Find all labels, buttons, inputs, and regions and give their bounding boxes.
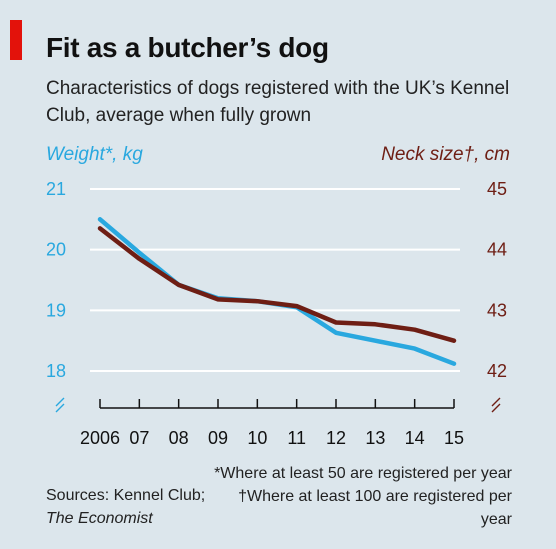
x-tick-label: 08 — [169, 428, 189, 448]
left-axis-label: Weight*, kg — [46, 144, 143, 165]
x-tick-label: 14 — [405, 428, 425, 448]
neck-size-line — [97, 226, 457, 343]
right-axis-break — [491, 397, 501, 413]
right-tick-label: 44 — [487, 240, 507, 260]
right-tick-label: 43 — [487, 300, 507, 320]
x-tick-label: 10 — [247, 428, 267, 448]
sources-label: Sources: Kennel Club; — [46, 487, 206, 504]
left-tick-label: 19 — [46, 300, 66, 320]
sources-publication: The Economist — [46, 510, 153, 527]
x-tick-label: 2006 — [80, 428, 120, 448]
x-tick-label: 15 — [444, 428, 464, 448]
weight-line — [97, 217, 457, 366]
footnote: *Where at least 50 are registered per ye… — [214, 465, 512, 528]
x-tick-label: 09 — [208, 428, 228, 448]
left-tick-label: 20 — [46, 240, 66, 260]
left-axis-break — [55, 397, 65, 413]
right-tick-label: 45 — [487, 179, 507, 199]
x-tick-label: 11 — [287, 428, 306, 448]
chart-title: Fit as a butcher’s dog — [46, 32, 329, 63]
left-tick-label: 18 — [46, 361, 66, 381]
left-tick-label: 21 — [46, 179, 66, 199]
x-tick-label: 07 — [129, 428, 149, 448]
right-axis-label: Neck size†, cm — [381, 144, 510, 165]
right-tick-label: 42 — [487, 361, 507, 381]
accent-bar — [10, 20, 22, 60]
x-tick-label: 12 — [326, 428, 346, 448]
sources: Sources: Kennel Club; The Economist — [46, 484, 205, 530]
chart-subtitle: Characteristics of dogs registered with … — [46, 78, 510, 126]
x-tick-label: 13 — [365, 428, 385, 448]
